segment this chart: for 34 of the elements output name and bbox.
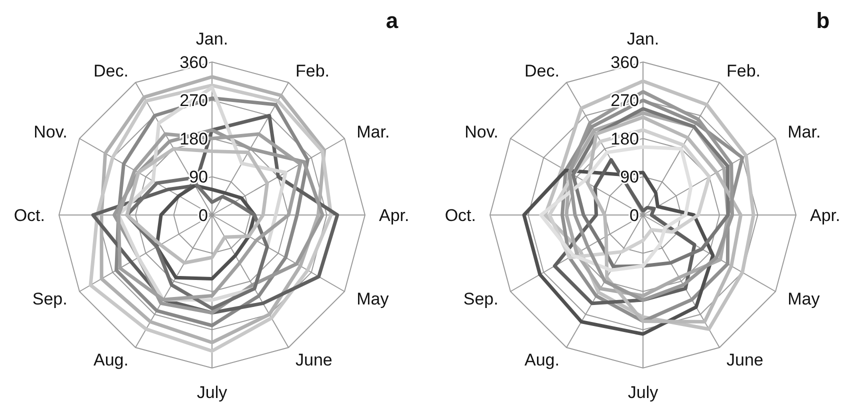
y-tick-label: 0 — [630, 206, 639, 225]
spoke-label: Aug. — [94, 350, 128, 370]
y-tick-label: 360 — [610, 52, 639, 72]
spoke-label: Jan. — [626, 30, 660, 49]
spoke-label: Nov. — [464, 122, 498, 142]
spoke-label: Apr. — [379, 206, 410, 225]
chart-title: b — [816, 8, 830, 33]
spoke-label: June — [726, 350, 764, 370]
y-tick-label: 180 — [180, 129, 208, 148]
spoke-label: Mar. — [356, 122, 390, 142]
spoke-label: June — [296, 350, 332, 370]
spoke-label: Sep. — [32, 289, 68, 308]
spoke-label: Oct. — [14, 206, 45, 225]
spoke-label: Jan. — [196, 30, 228, 49]
y-tick-label: 270 — [180, 91, 208, 110]
spoke-label: Aug. — [524, 350, 560, 370]
spoke-label: Oct. — [444, 206, 476, 225]
spoke-label: May — [788, 289, 820, 308]
spoke-label: Mar. — [788, 122, 821, 142]
y-tick-label: 270 — [610, 91, 639, 110]
chart-title: a — [386, 8, 399, 33]
spoke-label: Dec. — [524, 61, 560, 80]
spoke-label: Sep. — [463, 289, 498, 308]
y-tick-label: 180 — [610, 129, 639, 148]
y-tick-label: 360 — [180, 52, 208, 72]
spoke-label: Feb. — [296, 61, 330, 80]
spoke-label: Dec. — [94, 61, 128, 80]
spoke-label: July — [196, 383, 228, 402]
spoke-label: July — [628, 383, 659, 402]
spoke-label: Nov. — [34, 122, 68, 142]
spoke-label: Feb. — [726, 61, 761, 80]
spoke-label: Apr. — [810, 206, 840, 225]
spoke-label: May — [356, 289, 390, 308]
y-tick-label: 0 — [198, 206, 208, 225]
